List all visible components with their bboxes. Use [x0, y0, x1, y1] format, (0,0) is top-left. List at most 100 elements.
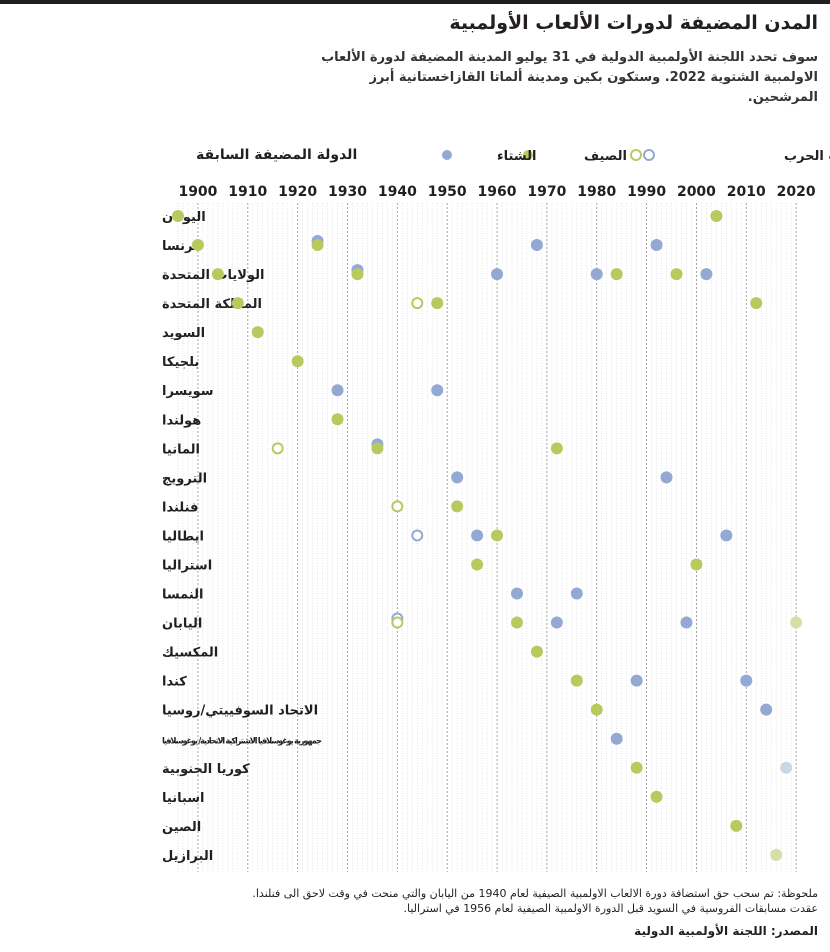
country-label: سويسرا	[162, 384, 214, 399]
country-label: فرنسا	[162, 239, 202, 254]
winter-games-point	[680, 616, 693, 629]
legend-cancelled-label: ألغيت بسبب الحرب	[784, 147, 830, 164]
x-tick-label: 2020	[777, 184, 816, 200]
country-label: استراليا	[162, 558, 212, 573]
summer-games-point	[750, 297, 763, 310]
winter-games-point	[610, 732, 623, 745]
country-label: المانيا	[162, 442, 200, 457]
cancelled-summer-point	[271, 442, 284, 455]
cancelled-summer-point	[391, 616, 404, 629]
future-summer-point	[770, 848, 783, 861]
winter-games-point	[431, 384, 444, 397]
summer-games-point	[510, 616, 523, 629]
summer-games-point	[670, 268, 683, 281]
summer-games-point	[650, 790, 663, 803]
cancelled-summer-point	[391, 500, 404, 513]
winter-games-point	[700, 268, 713, 281]
winter-games-point	[570, 587, 583, 600]
summer-games-point	[191, 239, 204, 252]
x-tick-label: 1950	[428, 184, 467, 200]
winter-games-point	[590, 268, 603, 281]
country-label: البرازيل	[162, 849, 213, 864]
summer-games-point	[491, 529, 504, 542]
winter-games-point	[720, 529, 733, 542]
winter-games-point	[471, 529, 484, 542]
summer-games-point	[590, 703, 603, 716]
legend-cancelled-winter-marker	[643, 149, 655, 161]
chart-subtitle: سوف تحدد اللجنة الأولمبية الدولية في 31 …	[321, 50, 818, 105]
x-tick-label: 1930	[328, 184, 367, 200]
country-label: اليابان	[162, 617, 202, 632]
country-label: النمسا	[162, 588, 203, 603]
legend-winter-label: الشتاء	[497, 149, 536, 164]
summer-games-point	[730, 819, 743, 832]
x-tick-label: 1960	[478, 184, 517, 200]
summer-games-point	[431, 297, 444, 310]
winter-games-point	[451, 471, 464, 484]
footnote-1: ملحوظة: تم سحب حق استضافة دورة الالعاب ا…	[252, 887, 818, 900]
future-summer-point	[790, 616, 803, 629]
legend-summer-marker	[523, 150, 533, 160]
x-tick-label: 1910	[228, 184, 267, 200]
country-label: اسبانيا	[162, 791, 205, 806]
x-tick-label: 1980	[577, 184, 616, 200]
chart-title: المدن المضيفة لدورات الألعاب الأولمبية	[449, 12, 818, 34]
winter-games-point	[660, 471, 673, 484]
winter-games-point	[491, 268, 504, 281]
footnote-2: عقدت مسابقات الفروسية في السويد قبل الدو…	[403, 902, 818, 915]
winter-games-point	[530, 239, 543, 252]
summer-games-point	[331, 413, 344, 426]
country-label: جمهورية يوغوسلافيا الاشتراكية الاتحادية/…	[162, 737, 322, 747]
x-tick-label: 1970	[527, 184, 566, 200]
summer-games-point	[211, 268, 224, 281]
future-winter-point	[780, 761, 793, 774]
legend-cancelled-summer-marker	[630, 149, 642, 161]
source-note: المصدر: اللجنة الأولمبية الدولية	[634, 924, 818, 938]
top-rule	[0, 0, 830, 4]
summer-games-point	[550, 442, 563, 455]
country-label: الصين	[162, 820, 201, 835]
winter-games-point	[760, 703, 773, 716]
x-tick-label: 2010	[727, 184, 766, 200]
summer-games-point	[530, 645, 543, 658]
country-label: هولندا	[162, 413, 201, 428]
legend-summer-label: الصيف	[584, 149, 627, 164]
country-label: السويد	[162, 326, 205, 341]
country-label: المكسيك	[162, 646, 218, 661]
country-label: كندا	[162, 675, 187, 690]
x-tick-label: 1940	[378, 184, 417, 200]
summer-games-point	[231, 297, 244, 310]
summer-games-point	[570, 674, 583, 687]
summer-games-point	[311, 239, 324, 252]
summer-games-point	[710, 210, 723, 222]
country-label: ايطاليا	[162, 529, 204, 544]
x-tick-label: 2000	[677, 184, 716, 200]
summer-games-point	[690, 558, 703, 571]
summer-games-point	[610, 268, 623, 281]
winter-games-point	[331, 384, 344, 397]
legend-winter-marker	[442, 150, 452, 160]
summer-games-point	[471, 558, 484, 571]
summer-games-point	[251, 326, 264, 339]
x-tick-label: 1990	[627, 184, 666, 200]
cancelled-winter-point	[411, 529, 424, 542]
summer-games-point	[172, 210, 184, 222]
olympics-host-chart: 1900 1910 1920 1930 1940 1950 1960 1970 1980 1990…	[162, 147, 830, 872]
winter-games-point	[630, 674, 643, 687]
country-label: كوريا الجنوبية	[162, 762, 250, 777]
country-label: فنلندا	[162, 500, 198, 515]
x-tick-label: 1900	[178, 184, 217, 200]
winter-games-point	[650, 239, 663, 252]
country-label: بلجيكا	[162, 355, 199, 370]
x-tick-label: 1920	[278, 184, 317, 200]
winter-games-point	[550, 616, 563, 629]
summer-games-point	[371, 442, 384, 455]
summer-games-point	[630, 761, 643, 774]
summer-games-point	[451, 500, 464, 513]
country-label: اليونان	[162, 210, 206, 225]
country-label: المملكة المتحدة	[162, 297, 262, 312]
y-axis-title: الدولة المضيفة السابقة	[196, 147, 357, 163]
summer-games-point	[291, 355, 304, 368]
country-label: الاتحاد السوفييتي/روسيا	[162, 704, 318, 719]
cancelled-summer-point	[411, 297, 424, 310]
